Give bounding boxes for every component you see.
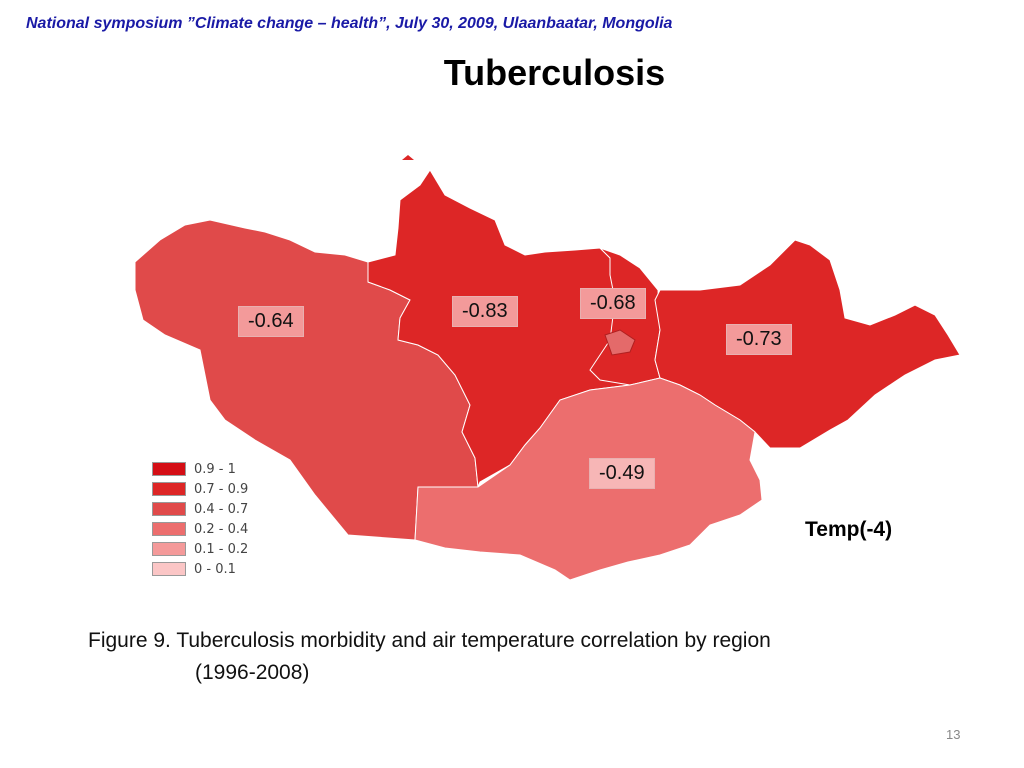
legend-swatch — [152, 482, 186, 496]
legend-label: 0.9 - 1 — [194, 461, 236, 477]
legend-swatch — [152, 542, 186, 556]
value-khangai: -0.83 — [452, 296, 518, 327]
legend-label: 0.4 - 0.7 — [194, 501, 249, 517]
legend-item: 0.1 - 0.2 — [152, 539, 248, 559]
value-central: -0.68 — [580, 288, 646, 319]
value-eastern: -0.73 — [726, 324, 792, 355]
region-gobi — [414, 377, 763, 581]
legend-swatch — [152, 462, 186, 476]
legend-swatch — [152, 522, 186, 536]
caption-line-2: (1996-2008) — [195, 661, 310, 684]
legend-item: 0.2 - 0.4 — [152, 519, 248, 539]
slide-title: Tuberculosis — [443, 52, 666, 93]
region-capital — [604, 329, 636, 356]
caption-line-1: Figure 9. Tuberculosis morbidity and air… — [88, 629, 771, 652]
map-legend: 0.9 - 1 0.7 - 0.9 0.4 - 0.7 0.2 - 0.4 0.… — [152, 459, 248, 579]
northern-notch — [402, 155, 414, 160]
legend-swatch — [152, 502, 186, 516]
legend-item: 0 - 0.1 — [152, 559, 248, 579]
symposium-header: National symposium ”Climate change – hea… — [26, 15, 673, 32]
legend-item: 0.7 - 0.9 — [152, 479, 248, 499]
legend-item: 0.4 - 0.7 — [152, 499, 248, 519]
value-western: -0.64 — [238, 306, 304, 337]
indicator-label: Temp(-4) — [805, 518, 893, 541]
legend-item: 0.9 - 1 — [152, 459, 248, 479]
legend-label: 0 - 0.1 — [194, 561, 236, 577]
legend-label: 0.2 - 0.4 — [194, 521, 249, 537]
legend-label: 0.1 - 0.2 — [194, 541, 249, 557]
figure-caption: Figure 9. Tuberculosis morbidity and air… — [88, 625, 948, 689]
page-number: 13 — [946, 727, 961, 742]
legend-label: 0.7 - 0.9 — [194, 481, 249, 497]
legend-swatch — [152, 562, 186, 576]
value-gobi: -0.49 — [589, 458, 655, 489]
